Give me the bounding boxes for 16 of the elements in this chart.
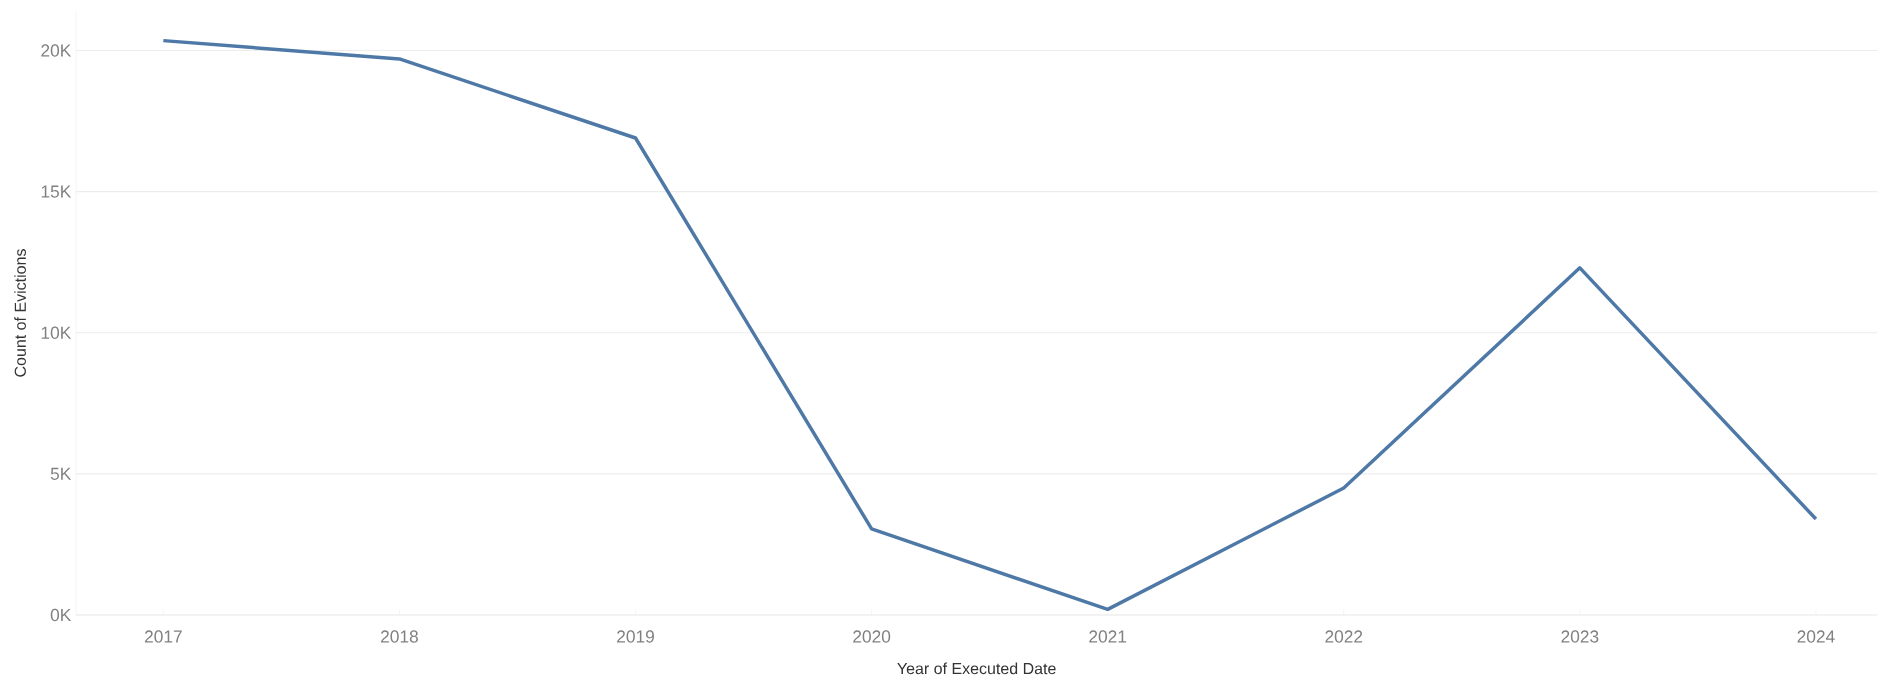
y-tick-label: 15K (41, 185, 72, 198)
x-axis-title: Year of Executed Date (897, 662, 1056, 675)
x-tick-label: 2021 (1089, 630, 1127, 643)
x-tick-label: 2024 (1797, 630, 1835, 643)
line-series (161, 38, 1818, 612)
y-axis-title: Count of Evictions (14, 249, 26, 377)
x-tick-label: 2020 (853, 630, 891, 643)
x-tick-label: 2018 (381, 630, 418, 643)
y-tick-label: 0K (50, 608, 72, 622)
y-tick-label: 20K (41, 44, 72, 57)
x-tick-label: 2017 (144, 630, 182, 643)
x-tick-label: 2019 (617, 630, 654, 643)
y-tick-label: 5K (50, 467, 72, 480)
x-tick-label: 2023 (1561, 630, 1599, 643)
y-tick-label: 10K (41, 326, 72, 339)
x-tick-label: 2022 (1325, 630, 1363, 643)
